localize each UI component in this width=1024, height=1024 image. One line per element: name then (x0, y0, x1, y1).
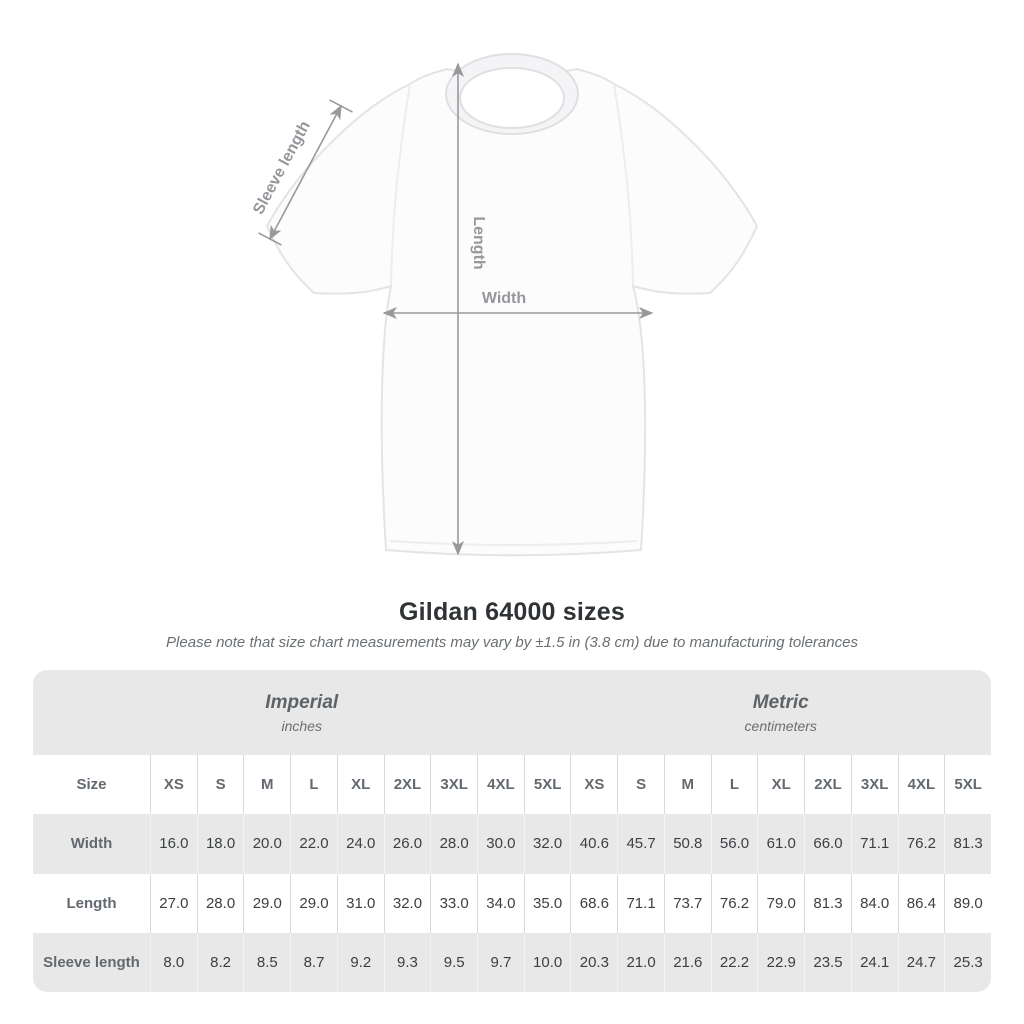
cell-length-metric-m: 73.7 (663, 873, 711, 933)
cell-length-metric-xs: 68.6 (570, 873, 618, 933)
size-table: Imperial inches Metric centimeters Size X… (33, 670, 991, 992)
cell-sleeve-length-metric-xs: 20.3 (570, 932, 618, 992)
size-corner-label: Size (33, 755, 150, 815)
col-header-imperial-l: L (290, 755, 337, 815)
col-header-imperial-xl: XL (336, 755, 384, 815)
col-header-metric-l: L (710, 755, 758, 815)
cell-length-imperial-m: 29.0 (243, 873, 291, 933)
cell-sleeve-length-metric-4xl: 24.7 (897, 932, 945, 992)
cell-length-imperial-l: 29.0 (290, 873, 337, 933)
unit-header-metric-sublabel: centimeters (744, 717, 817, 734)
col-header-metric-xl: XL (757, 755, 805, 815)
col-header-metric-s: S (617, 755, 664, 815)
cell-width-imperial-l: 22.0 (290, 814, 337, 874)
col-header-metric-3xl: 3XL (850, 755, 898, 815)
cell-length-imperial-2xl: 32.0 (383, 873, 431, 933)
page-subtitle: Please note that size chart measurements… (166, 634, 858, 651)
cell-sleeve-length-imperial-3xl: 9.5 (430, 932, 478, 992)
cell-length-metric-4xl: 86.4 (897, 873, 945, 933)
col-header-imperial-2xl: 2XL (383, 755, 431, 815)
cell-width-metric-2xl: 66.0 (804, 814, 851, 874)
col-header-metric-xs: XS (570, 755, 618, 815)
shirt-measurement-diagram: Sleeve length Length Width (250, 53, 759, 557)
cell-length-imperial-5xl: 35.0 (523, 873, 571, 933)
cell-width-metric-xl: 61.0 (757, 814, 805, 874)
cell-sleeve-length-metric-m: 21.6 (663, 932, 711, 992)
page-title: Gildan 64000 sizes (399, 598, 625, 626)
cell-length-metric-5xl: 89.0 (944, 873, 991, 933)
cell-sleeve-length-metric-l: 22.2 (710, 932, 758, 992)
cell-length-metric-s: 71.1 (617, 873, 664, 933)
cell-width-metric-3xl: 71.1 (850, 814, 898, 874)
cell-width-metric-m: 50.8 (663, 814, 711, 874)
cell-sleeve-length-imperial-xs: 8.0 (150, 932, 197, 992)
cell-sleeve-length-metric-s: 21.0 (617, 932, 664, 992)
cell-width-metric-5xl: 81.3 (944, 814, 991, 874)
cell-length-imperial-3xl: 33.0 (430, 873, 478, 933)
col-header-imperial-4xl: 4XL (477, 755, 524, 815)
width-label: Width (482, 290, 526, 307)
cell-width-metric-l: 56.0 (710, 814, 758, 874)
cell-length-metric-3xl: 84.0 (850, 873, 898, 933)
col-header-metric-4xl: 4XL (897, 755, 945, 815)
row-label-length: Length (33, 873, 150, 933)
cell-sleeve-length-imperial-s: 8.2 (196, 932, 244, 992)
cell-width-imperial-4xl: 30.0 (477, 814, 524, 874)
cell-width-imperial-s: 18.0 (196, 814, 244, 874)
cell-width-imperial-3xl: 28.0 (430, 814, 478, 874)
cell-sleeve-length-metric-xl: 22.9 (757, 932, 805, 992)
cell-width-imperial-5xl: 32.0 (523, 814, 571, 874)
cell-length-imperial-xl: 31.0 (336, 873, 384, 933)
row-label-sleeve-length: Sleeve length (33, 932, 150, 992)
col-header-imperial-s: S (196, 755, 244, 815)
cell-sleeve-length-imperial-l: 8.7 (290, 932, 337, 992)
length-label: Length (470, 216, 487, 269)
col-header-imperial-m: M (243, 755, 291, 815)
cell-sleeve-length-imperial-m: 8.5 (243, 932, 291, 992)
cell-sleeve-length-imperial-xl: 9.2 (336, 932, 384, 992)
cell-length-metric-l: 76.2 (710, 873, 758, 933)
col-header-imperial-5xl: 5XL (523, 755, 571, 815)
cell-width-imperial-xl: 24.0 (336, 814, 384, 874)
cell-length-metric-xl: 79.0 (757, 873, 805, 933)
cell-length-imperial-xs: 27.0 (150, 873, 197, 933)
cell-length-metric-2xl: 81.3 (804, 873, 851, 933)
cell-sleeve-length-metric-2xl: 23.5 (804, 932, 851, 992)
cell-width-imperial-2xl: 26.0 (383, 814, 431, 874)
row-label-width: Width (33, 814, 150, 874)
col-header-metric-2xl: 2XL (804, 755, 851, 815)
col-header-metric-5xl: 5XL (944, 755, 991, 815)
cell-width-imperial-xs: 16.0 (150, 814, 197, 874)
cell-width-metric-s: 45.7 (617, 814, 664, 874)
cell-sleeve-length-imperial-5xl: 10.0 (523, 932, 571, 992)
cell-length-imperial-s: 28.0 (196, 873, 244, 933)
cell-sleeve-length-metric-5xl: 25.3 (944, 932, 991, 992)
unit-header-metric-label: Metric (752, 691, 809, 713)
cell-sleeve-length-imperial-4xl: 9.7 (477, 932, 524, 992)
cell-length-imperial-4xl: 34.0 (477, 873, 524, 933)
col-header-imperial-3xl: 3XL (430, 755, 478, 815)
cell-width-imperial-m: 20.0 (243, 814, 291, 874)
unit-header-imperial-label: Imperial (265, 691, 339, 713)
cell-width-metric-4xl: 76.2 (897, 814, 945, 874)
unit-header-imperial: Imperial inches (33, 670, 571, 755)
cell-sleeve-length-imperial-2xl: 9.3 (383, 932, 431, 992)
cell-width-metric-xs: 40.6 (570, 814, 618, 874)
cell-sleeve-length-metric-3xl: 24.1 (850, 932, 898, 992)
col-header-imperial-xs: XS (150, 755, 197, 815)
col-header-metric-m: M (663, 755, 711, 815)
unit-header-imperial-sublabel: inches (281, 717, 322, 734)
unit-header-metric: Metric centimeters (570, 670, 991, 755)
sleeve-length-arrow (258, 99, 353, 246)
